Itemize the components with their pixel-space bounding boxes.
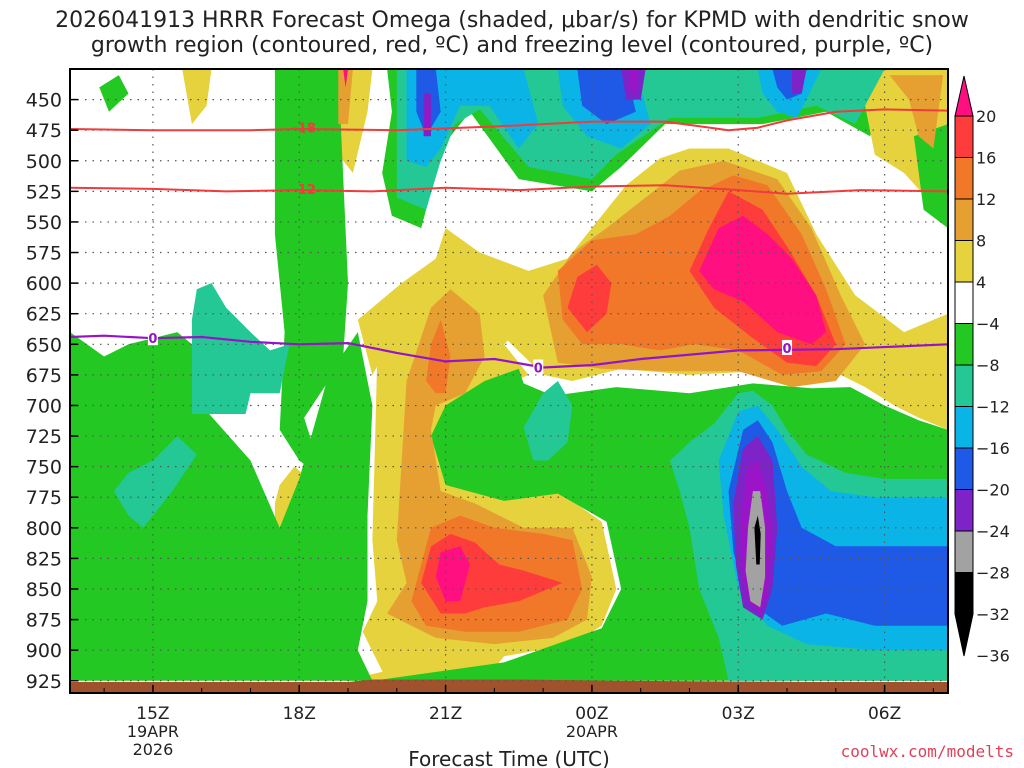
colorbar-label-13: −36: [976, 647, 1010, 666]
freezing-level-label-0: 0: [148, 332, 157, 347]
x-tick-label-00Z: 00Z: [575, 704, 608, 724]
colorbar-label-10: −24: [976, 522, 1010, 541]
omega-shading-region-20: [889, 75, 944, 149]
colorbar-label-6: −8: [976, 356, 1000, 375]
colorbar-swatch-8: [954, 447, 974, 490]
freezing-level-contour: [70, 334, 948, 369]
omega-shading-region-17: [425, 105, 429, 131]
dgz-contour-label--18: -18: [292, 122, 316, 137]
colorbar-swatch-1: [954, 157, 974, 200]
y-tick-label-700: 700: [26, 395, 62, 417]
omega-shading-region-16: [791, 69, 807, 94]
x-tick-label-18Z: 18Z: [283, 704, 316, 724]
y-tick-label-525: 525: [26, 181, 62, 203]
colorbar-bottom-triangle: [954, 613, 974, 657]
colorbar-swatch-5: [954, 323, 974, 366]
omega-shading-region-39: [523, 381, 573, 461]
colorbar-label-2: 12: [976, 190, 996, 209]
colorbar-label-11: −28: [976, 564, 1010, 583]
colorbar-label-12: −32: [976, 605, 1010, 624]
colorbar-swatch-9: [954, 489, 974, 532]
x-tick-label-03Z: 03Z: [722, 704, 755, 724]
x-tick-label-15Z: 15Z: [136, 704, 169, 724]
freezing-level-label-1: 0: [534, 362, 543, 377]
y-tick-label-600: 600: [26, 273, 62, 295]
freezing-label-bg-1: [533, 359, 544, 375]
colorbar-label-1: 16: [976, 149, 996, 168]
x-tick-date-15Z: 19APR: [127, 722, 179, 741]
omega-shading-region-4: [343, 69, 348, 88]
omega-shading-region-48: [754, 515, 761, 565]
colorbar-swatch-4: [954, 281, 974, 324]
colorbar-top-triangle: [954, 75, 974, 117]
omega-shading-region-21: [913, 124, 948, 229]
y-tick-label-925: 925: [26, 671, 62, 693]
omega-shading-region-42: [728, 420, 948, 626]
x-tick-label-21Z: 21Z: [429, 704, 462, 724]
omega-shading-region-3: [338, 69, 353, 125]
y-tick-label-450: 450: [26, 90, 62, 112]
x-tick-year-15Z: 2026: [133, 740, 174, 759]
omega-shading-region-1: [182, 69, 212, 125]
omega-shading-region-25: [567, 264, 612, 333]
omega-shading-region-27: [699, 215, 827, 345]
colorbar-swatch-7: [954, 406, 974, 449]
colorbar-swatch-11: [954, 572, 974, 615]
omega-shading-region-33: [435, 546, 470, 602]
terrain-strip: [70, 679, 948, 693]
dgz-contour-label--12: -12: [292, 183, 316, 198]
omega-shading-region-37: [191, 283, 290, 414]
y-tick-label-500: 500: [26, 151, 62, 173]
colorbar-swatch-0: [954, 115, 974, 158]
omega-shading-region-8: [406, 69, 539, 167]
colorbar-label-3: 8: [976, 232, 986, 251]
omega-shading-region-18: [628, 69, 639, 94]
dgz-contour--12: [70, 184, 948, 195]
colorbar-swatch-2: [954, 198, 974, 241]
plot-frame: [69, 68, 949, 694]
colorbar-label-9: −20: [976, 481, 1010, 500]
y-tick-label-775: 775: [26, 487, 62, 509]
dgz-contour--18: [70, 108, 948, 132]
colorbar-label-7: −12: [976, 398, 1010, 417]
freezing-label-bg-2: [782, 339, 793, 355]
y-tick-label-725: 725: [26, 426, 62, 448]
omega-shading-region-30: [426, 319, 451, 394]
y-tick-label-475: 475: [26, 120, 62, 142]
colorbar-swatch-10: [954, 530, 974, 573]
y-tick-label-750: 750: [26, 457, 62, 479]
colorbar-swatch-6: [954, 364, 974, 407]
source-credit: coolwx.com/modelts: [840, 742, 1014, 761]
y-tick-label-900: 900: [26, 640, 62, 662]
omega-shading-region-0: [99, 75, 129, 112]
y-tick-label-650: 650: [26, 334, 62, 356]
y-tick-label-625: 625: [26, 304, 62, 326]
colorbar-label-4: 4: [976, 273, 986, 292]
y-tick-label-575: 575: [26, 243, 62, 265]
x-axis-label: Forecast Time (UTC): [408, 747, 610, 768]
y-tick-label-800: 800: [26, 518, 62, 540]
y-tick-label-825: 825: [26, 548, 62, 570]
freezing-level-label-2: 0: [783, 342, 792, 357]
colorbar-swatch-3: [954, 240, 974, 283]
x-tick-label-06Z: 06Z: [868, 704, 901, 724]
omega-shading-region-38: [113, 436, 197, 528]
y-tick-label-550: 550: [26, 212, 62, 234]
chart-title-line-2: growth region (contoured, red, ºC) and f…: [90, 33, 934, 58]
y-tick-label-875: 875: [26, 610, 62, 632]
freezing-label-bg-0: [147, 330, 158, 346]
colorbar-label-8: −16: [976, 439, 1010, 458]
omega-shading-region-12: [577, 69, 636, 125]
omega-shading-region-43: [835, 589, 866, 602]
chart-title-line-1: 2026041913 HRRR Forecast Omega (shaded, …: [55, 8, 969, 33]
colorbar-label-5: −4: [976, 315, 1000, 334]
y-tick-label-850: 850: [26, 579, 62, 601]
colorbar-label-0: 20: [976, 107, 996, 126]
x-tick-date-00Z: 20APR: [566, 722, 618, 741]
y-tick-label-675: 675: [26, 365, 62, 387]
